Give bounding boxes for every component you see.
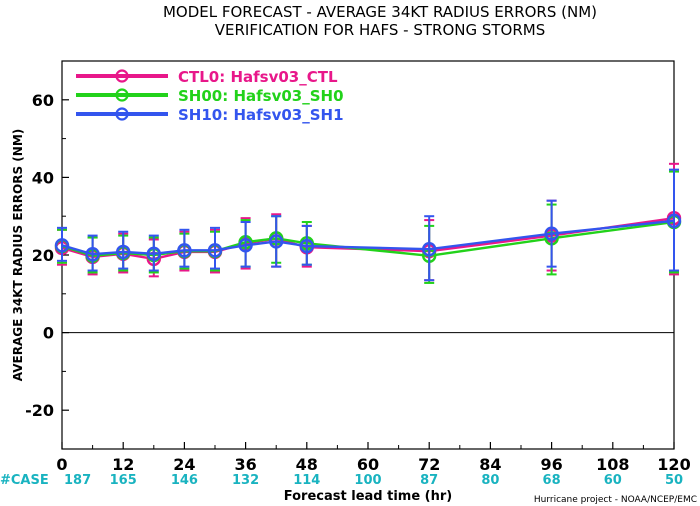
- series-layer: [54, 162, 682, 284]
- x-tick-label: 60: [357, 455, 379, 474]
- case-count: 187: [64, 473, 91, 488]
- case-count: 50: [665, 473, 683, 488]
- x-tick-label: 120: [657, 455, 690, 474]
- data-point: [666, 213, 682, 229]
- case-label: #CASE: [0, 473, 49, 488]
- case-count: 68: [543, 473, 561, 488]
- case-count: 165: [110, 473, 137, 488]
- credit: Hurricane project - NOAA/NCEP/EMC: [534, 495, 697, 505]
- data-point: [238, 238, 253, 253]
- y-tick-label: -20: [25, 401, 54, 420]
- data-point: [85, 247, 100, 262]
- x-axis-label: Forecast lead time (hr): [284, 489, 452, 504]
- x-tick-label: 108: [596, 455, 629, 474]
- legend-marker: [115, 88, 129, 102]
- data-point: [422, 241, 437, 257]
- x-tick-label: 48: [296, 455, 318, 474]
- case-count: 146: [171, 473, 198, 488]
- legend-label: SH00: Hafsv03_SH0: [178, 87, 344, 105]
- x-tick-label: 96: [540, 455, 562, 474]
- case-count: 60: [604, 473, 622, 488]
- data-point: [115, 244, 131, 260]
- x-axis: 0 12 24 36 48 60 72 84 96 108 120: [56, 442, 691, 474]
- legend-label: SH10: Hafsv03_SH1: [178, 106, 344, 124]
- data-point: [544, 226, 559, 241]
- y-axis-label: AVERAGE 34KT RADIUS ERRORS (NM): [11, 129, 25, 381]
- case-count: 114: [293, 473, 320, 488]
- data-point: [299, 238, 314, 254]
- x-tick-label: 24: [173, 455, 195, 474]
- series-3: [54, 168, 682, 282]
- legend-label: CTL0: Hafsv03_CTL: [178, 68, 338, 86]
- y-tick-label: 40: [32, 168, 54, 187]
- case-count: 100: [354, 473, 381, 488]
- case-count: 132: [232, 473, 259, 488]
- data-point: [269, 234, 284, 249]
- x-tick-label: 12: [112, 455, 134, 474]
- case-counts: 187 165 146 132 114 100 87 80 68 60 50: [64, 473, 683, 488]
- y-tick-label: 20: [32, 246, 54, 265]
- x-tick-label: 0: [56, 455, 67, 474]
- data-point: [207, 243, 223, 258]
- x-tick-label: 84: [479, 455, 501, 474]
- series-2: [54, 170, 682, 284]
- series-1: [54, 162, 682, 282]
- legend-marker: [115, 69, 129, 83]
- data-point: [54, 238, 70, 253]
- y-axis: -20 0 20 40 60: [25, 60, 69, 450]
- chart-title: MODEL FORECAST - AVERAGE 34KT RADIUS ERR…: [163, 3, 597, 21]
- data-point: [146, 246, 162, 262]
- x-tick-label: 36: [234, 455, 256, 474]
- data-point: [177, 243, 192, 258]
- y-tick-label: 0: [43, 324, 54, 343]
- x-tick-label: 72: [418, 455, 440, 474]
- legend-marker: [115, 107, 129, 121]
- chart-subtitle: VERIFICATION FOR HAFS - STRONG STORMS: [215, 21, 546, 39]
- case-count: 87: [420, 473, 438, 488]
- y-tick-label: 60: [32, 91, 54, 110]
- case-count: 80: [481, 473, 499, 488]
